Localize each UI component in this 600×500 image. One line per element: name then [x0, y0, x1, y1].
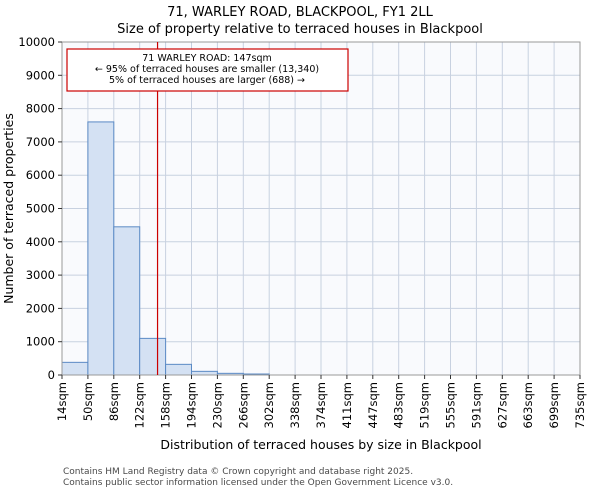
annotation-box: 71 WARLEY ROAD: 147sqm← 95% of terraced …	[66, 48, 349, 92]
y-tick-label: 5000	[26, 202, 55, 216]
x-tick-label: 194sqm	[185, 382, 199, 428]
x-tick-label: 230sqm	[210, 382, 224, 428]
x-tick-label: 447sqm	[366, 382, 380, 428]
y-tick-label: 8000	[26, 102, 55, 116]
footer-line1: Contains HM Land Registry data © Crown c…	[63, 467, 414, 477]
chart-title: 71, WARLEY ROAD, BLACKPOOL, FY1 2LL	[167, 5, 433, 20]
y-tick-label: 4000	[26, 235, 55, 249]
x-tick-label: 338sqm	[288, 382, 302, 428]
histogram-bar	[139, 337, 167, 376]
x-tick-label: 627sqm	[495, 382, 509, 428]
x-tick-label: 735sqm	[573, 382, 587, 428]
annotation-line3: 5% of terraced houses are larger (688) →	[109, 75, 305, 86]
y-tick-label: 10000	[18, 35, 55, 49]
x-tick-label: 411sqm	[340, 382, 354, 428]
histogram-bars	[61, 121, 270, 376]
y-tick-label: 7000	[26, 135, 55, 149]
x-tick-label: 374sqm	[314, 382, 328, 428]
histogram-chart: 0 1000 2000 3000 4000 5000 6000 7000 8000 9000 100…	[1, 35, 587, 452]
annotation-line1: 71 WARLEY ROAD: 147sqm	[142, 53, 272, 64]
annotation-line2: ← 95% of terraced houses are smaller (13…	[95, 64, 319, 75]
footer-attribution: Contains HM Land Registry data © Crown c…	[63, 467, 453, 488]
chart-subtitle: Size of property relative to terraced ho…	[117, 22, 483, 37]
histogram-bar	[165, 363, 193, 376]
histogram-bar	[191, 370, 218, 376]
histogram-bar	[113, 226, 141, 376]
x-axis-title: Distribution of terraced houses by size …	[160, 437, 481, 452]
histogram-bar	[87, 121, 115, 376]
x-axis-ticks: 14sqm 50sqm 86sqm 122sqm 158sqm 194sqm 230sqm 2…	[55, 375, 587, 428]
x-tick-label: 663sqm	[521, 382, 535, 428]
y-tick-label: 1000	[26, 335, 55, 349]
x-tick-label: 266sqm	[236, 382, 250, 428]
y-tick-label: 0	[48, 368, 55, 382]
histogram-bar	[61, 361, 89, 376]
y-tick-label: 3000	[26, 268, 55, 282]
x-tick-label: 591sqm	[469, 382, 483, 428]
y-axis-title: Number of terraced properties	[1, 113, 16, 304]
x-tick-label: 158sqm	[159, 382, 173, 428]
x-tick-label: 699sqm	[547, 382, 561, 428]
y-axis-ticks: 0 1000 2000 3000 4000 5000 6000 7000 8000 9000 100…	[18, 35, 62, 382]
x-tick-label: 483sqm	[392, 382, 406, 428]
x-tick-label: 122sqm	[133, 382, 147, 428]
x-tick-label: 519sqm	[418, 382, 432, 428]
x-tick-label: 86sqm	[107, 382, 121, 421]
y-tick-label: 9000	[26, 68, 55, 82]
x-tick-label: 555sqm	[444, 382, 458, 428]
x-tick-label: 14sqm	[55, 382, 69, 421]
y-tick-label: 6000	[26, 168, 55, 182]
x-tick-label: 50sqm	[81, 382, 95, 421]
x-tick-label: 302sqm	[262, 382, 276, 428]
footer-line2: Contains public sector information licen…	[63, 477, 454, 488]
y-tick-label: 2000	[26, 301, 55, 315]
